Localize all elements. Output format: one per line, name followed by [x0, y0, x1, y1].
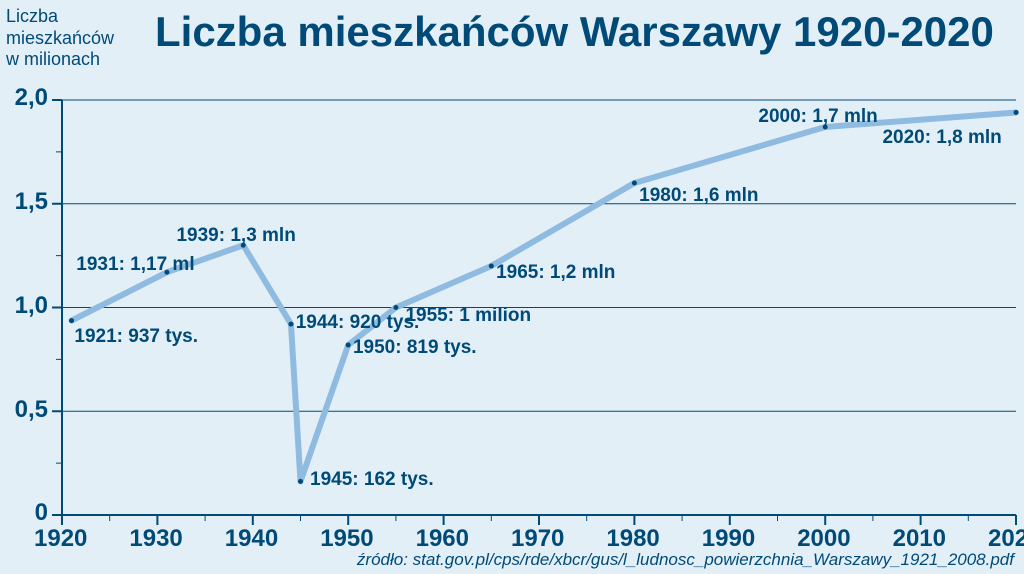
data-point-label: 1939: 1,3 mln — [176, 225, 295, 247]
x-tick-label: 1990 — [702, 525, 755, 553]
data-point-label: 1955: 1 milion — [405, 305, 531, 327]
y-tick-label: 2,0 — [15, 84, 48, 112]
data-point-label: 2020: 1,8 mln — [882, 127, 1001, 149]
data-point-label: 2000: 1,7 mln — [758, 106, 877, 128]
data-point-label: 1931: 1,17 ml — [76, 254, 194, 276]
x-tick-label: 1930 — [129, 525, 182, 553]
x-tick-label: 2020 — [988, 525, 1024, 553]
x-tick-label: 1960 — [416, 525, 469, 553]
data-point-label: 1921: 937 tys. — [74, 326, 198, 348]
chart-container: Liczba mieszkańców Warszawy 1920-2020 Li… — [0, 0, 1024, 574]
x-tick-label: 1950 — [320, 525, 373, 553]
x-tick-label: 1980 — [606, 525, 659, 553]
y-tick-label: 1,0 — [15, 292, 48, 320]
y-tick-label: 1,5 — [15, 188, 48, 216]
source-caption: źródło: stat.gov.pl/cps/rde/xbcr/gus/l_l… — [357, 550, 1014, 570]
x-tick-label: 2010 — [893, 525, 946, 553]
data-point-label: 1965: 1,2 mln — [496, 262, 615, 284]
x-tick-label: 2000 — [797, 525, 850, 553]
y-tick-label: 0 — [35, 499, 48, 527]
x-tick-label: 1920 — [34, 525, 87, 553]
y-tick-label: 0,5 — [15, 396, 48, 424]
chart-plot — [0, 0, 1024, 574]
x-tick-label: 1940 — [225, 525, 278, 553]
data-point-label: 1950: 819 tys. — [353, 337, 477, 359]
data-point-label: 1980: 1,6 mln — [639, 185, 758, 207]
data-point-label: 1944: 920 tys. — [296, 312, 420, 334]
x-tick-label: 1970 — [511, 525, 564, 553]
data-point-label: 1945: 162 tys. — [310, 469, 434, 491]
